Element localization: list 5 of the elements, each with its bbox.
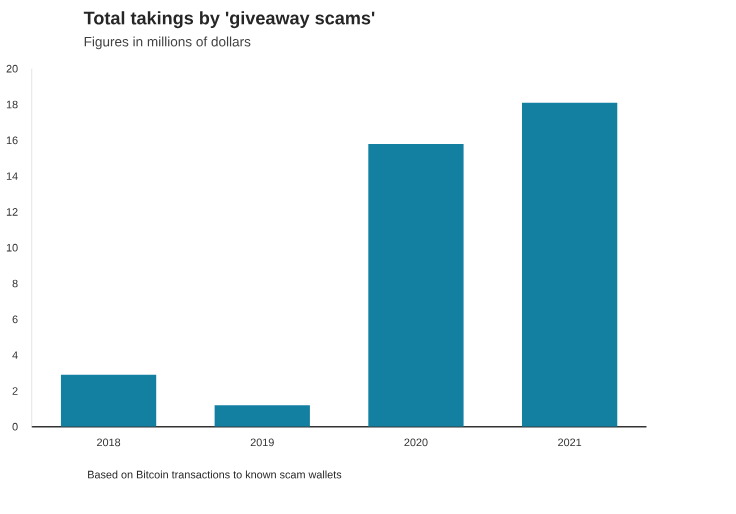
bar xyxy=(522,102,618,427)
bar xyxy=(368,144,464,427)
bar xyxy=(60,375,157,427)
chart-title: Total takings by 'giveaway scams' xyxy=(83,11,375,29)
bar xyxy=(214,405,310,427)
